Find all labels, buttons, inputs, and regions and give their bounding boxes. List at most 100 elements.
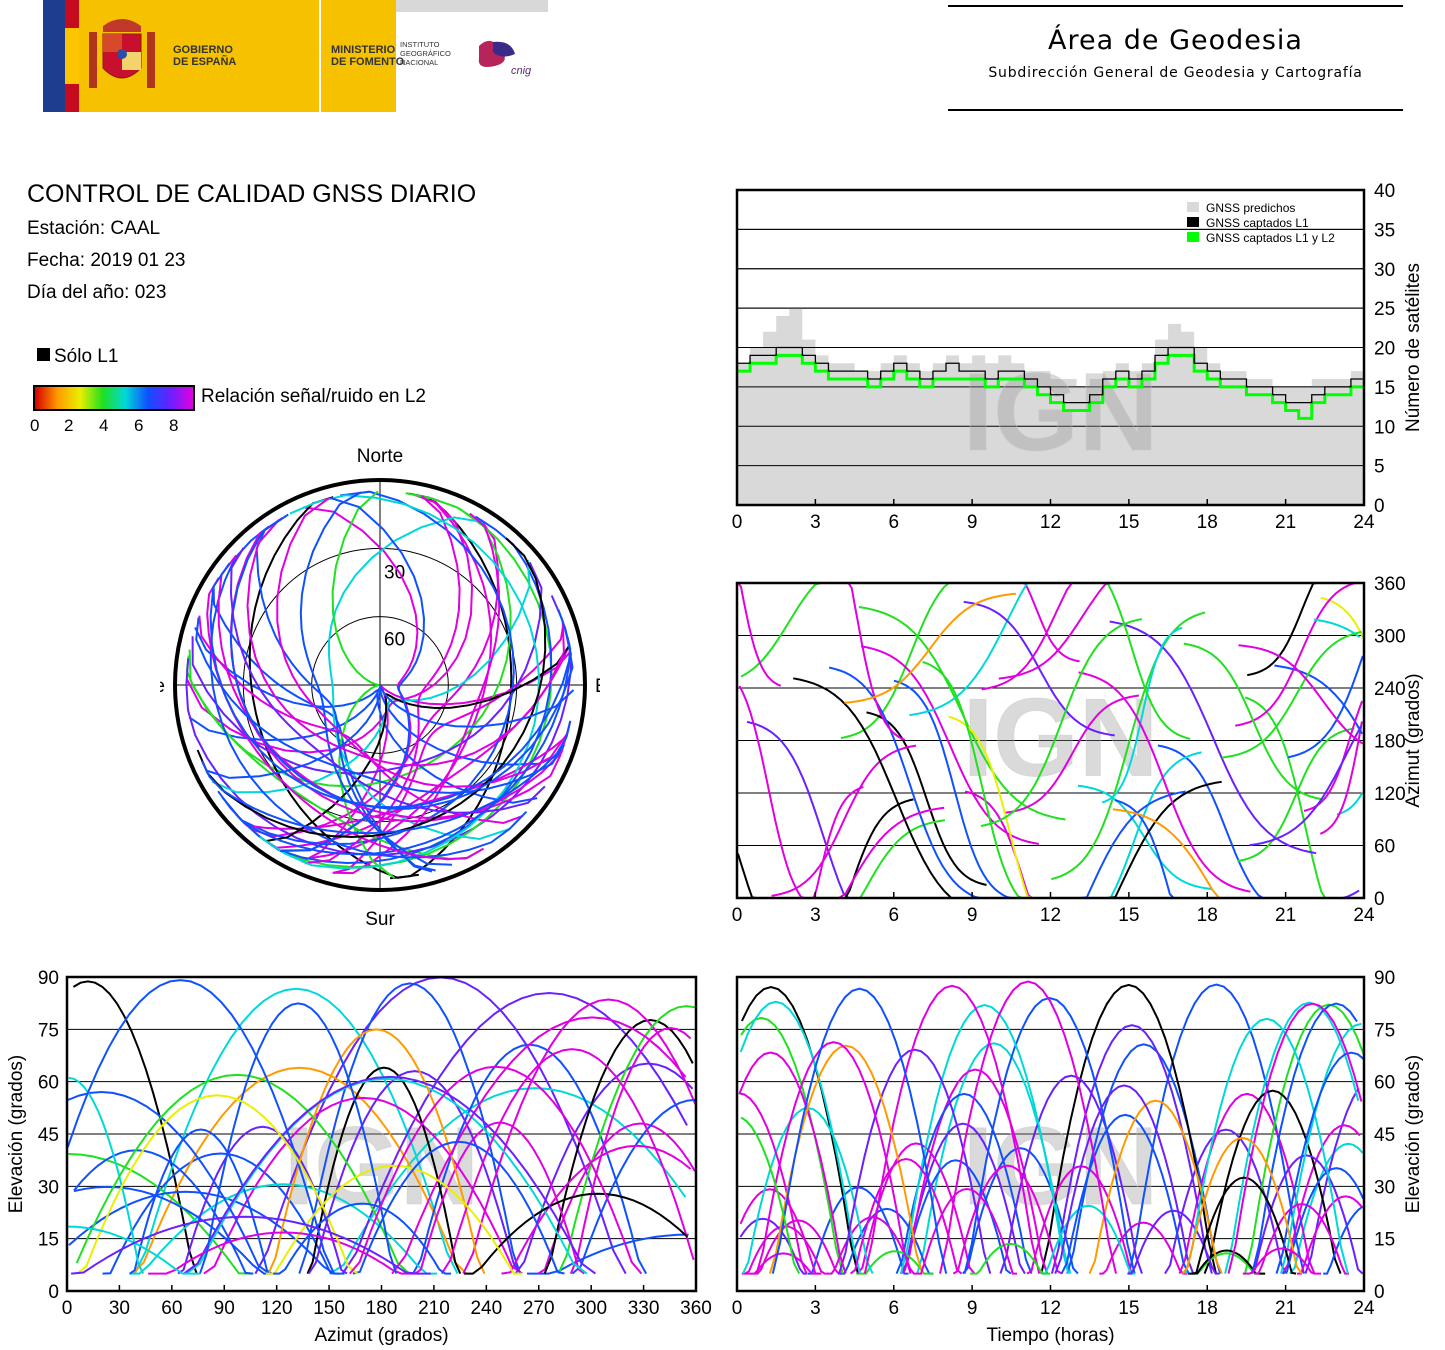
- satellite-track: [1336, 792, 1364, 816]
- snr-label: Relación señal/ruido en L2: [201, 386, 426, 407]
- y-tick-label: 40: [1374, 181, 1395, 202]
- legend-swatch: [1187, 202, 1199, 212]
- y-tick-label: 10: [1374, 417, 1395, 438]
- elevation-pass: [1088, 1099, 1223, 1274]
- satellite-track: [980, 618, 1143, 827]
- satellite-track: [1238, 644, 1364, 745]
- elevation-arc: [537, 1122, 696, 1275]
- x-tick-label: 15: [1118, 905, 1139, 926]
- x-tick-label: 15: [1118, 512, 1139, 533]
- y-tick-label: 60: [1374, 837, 1395, 858]
- skyplot-track: [276, 497, 569, 788]
- elevation-pass: [999, 1074, 1143, 1274]
- elevation-pass: [902, 1068, 1049, 1274]
- x-tick-label: 90: [214, 1298, 235, 1319]
- skyplot-track: [194, 627, 538, 804]
- skyplot-track: [299, 491, 453, 866]
- satellite-track: [1313, 618, 1361, 639]
- ign-block: [396, 0, 548, 112]
- elevation-arc: [569, 1026, 692, 1274]
- x-tick-label: 6: [888, 1298, 899, 1319]
- elevation-pass: [1187, 1249, 1266, 1275]
- y-tick-label: 0: [48, 1282, 59, 1303]
- elevation-arc: [440, 1048, 695, 1275]
- y-tick-label: 75: [1374, 1020, 1395, 1041]
- elevation-pass: [745, 1252, 822, 1275]
- y-tick-label: 360: [1374, 574, 1406, 595]
- skyplot-track: [280, 496, 426, 852]
- y-tick-label: 120: [1374, 784, 1406, 805]
- x-tick-label: 3: [810, 512, 821, 533]
- satellite-track: [1051, 611, 1206, 881]
- elevation-pass: [900, 1122, 1026, 1275]
- satellite-track: [771, 744, 917, 897]
- elevation-arc: [203, 1096, 523, 1275]
- elevation-pass: [827, 1216, 918, 1275]
- elevation-pass: [1191, 1176, 1297, 1275]
- elevation-pass: [1244, 1003, 1365, 1274]
- elevation-pass: [739, 1217, 808, 1275]
- snr-colorbar: [33, 385, 195, 411]
- elevation-pass: [952, 1164, 1063, 1275]
- satellite-track: [1183, 642, 1324, 801]
- x-tick-label: 180: [366, 1298, 398, 1319]
- satellite-track: [1109, 620, 1317, 855]
- eu-strip: [43, 0, 65, 112]
- elevation-pass: [1275, 1051, 1365, 1274]
- ministerio-label: MINISTERIO DE FOMENTO: [331, 44, 405, 68]
- y-tick-label: 0: [1374, 496, 1385, 517]
- satellite-track: [1004, 694, 1140, 814]
- skyplot-track: [209, 562, 573, 809]
- elevation-arc: [67, 1090, 270, 1275]
- x-tick-label: 12: [1040, 512, 1061, 533]
- elevation-arc: [68, 1190, 345, 1275]
- elevation-pass: [1242, 1247, 1321, 1275]
- satellite-track: [1319, 721, 1363, 835]
- skyplot-ring-label: 30: [384, 562, 405, 583]
- elevation-pass: [1249, 1154, 1364, 1275]
- y-tick-label: 5: [1374, 457, 1385, 478]
- satellite-track: [1237, 727, 1355, 863]
- skyplot-track: [229, 513, 574, 810]
- skyplot-track: [304, 495, 461, 865]
- skyplot-ring-label: 60: [384, 630, 405, 651]
- skyplot-south-label: Sur: [365, 909, 395, 930]
- x-tick-label: 6: [888, 905, 899, 926]
- elevation-pass: [849, 1157, 963, 1275]
- elevation-pass: [939, 980, 1117, 1274]
- x-tick-label: 210: [418, 1298, 450, 1319]
- elevation-arc: [557, 1005, 696, 1275]
- x-tick-label: 15: [1118, 1298, 1139, 1319]
- y-tick-label: 60: [38, 1073, 59, 1094]
- elevation-pass: [963, 996, 1136, 1274]
- elevation-pass: [1281, 1124, 1361, 1275]
- y-axis-label: Número de satélites: [1403, 263, 1424, 432]
- x-tick-label: 150: [313, 1298, 345, 1319]
- satellite-tracks: [736, 582, 1365, 899]
- area-subtitle: Subdirección General de Geodesia y Carto…: [988, 65, 1363, 81]
- government-logos: GOBIERNO DE ESPAÑA MINISTERIO DE FOMENTO…: [43, 0, 548, 112]
- elevation-arc: [75, 1073, 410, 1275]
- skyplot-track: [248, 496, 419, 879]
- snr-tick: 4: [99, 416, 109, 435]
- x-tick-label: 3: [810, 1298, 821, 1319]
- snr-tick: 6: [134, 416, 144, 435]
- x-tick-label: 18: [1197, 512, 1218, 533]
- y-tick-label: 300: [1374, 627, 1406, 648]
- x-tick-label: 30: [109, 1298, 130, 1319]
- elevation-arc: [183, 1075, 596, 1275]
- elevation-pass: [1323, 1205, 1364, 1275]
- elevation-arc: [129, 1128, 273, 1275]
- x-tick-label: 240: [470, 1298, 502, 1319]
- elevation-arc: [148, 1231, 420, 1275]
- x-tick-label: 12: [1040, 905, 1061, 926]
- elevation-arc: [306, 1066, 462, 1275]
- skyplot-tracks: [185, 490, 575, 880]
- report-title: CONTROL DE CALIDAD GNSS DIARIO: [27, 180, 477, 208]
- snr-tick: 0: [30, 416, 40, 435]
- series-area-predichos: [737, 308, 1364, 505]
- skyplot-east-label: Este: [595, 676, 600, 697]
